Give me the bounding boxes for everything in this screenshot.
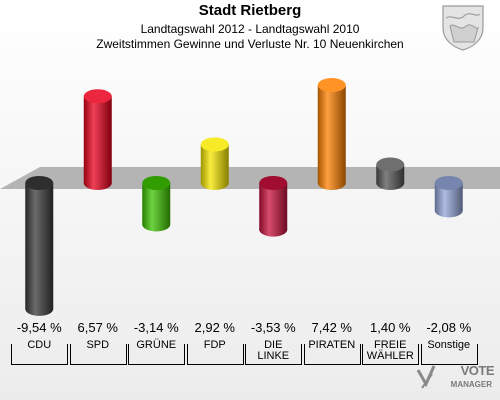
bar-piraten — [317, 85, 346, 183]
category-label: CDU — [27, 339, 52, 351]
coat-of-arms-icon — [442, 5, 484, 51]
vote-manager-logo-icon — [416, 365, 436, 389]
category-label: FDP — [203, 339, 226, 351]
bar-cap-bottom — [376, 176, 405, 190]
category-label: GRÜNE — [136, 339, 177, 351]
category-bracket — [420, 344, 478, 365]
category-bracket — [128, 344, 186, 365]
value-label: 7,42 % — [311, 320, 352, 335]
chart-title: Stadt Rietberg — [198, 2, 302, 19]
bar-cap-top — [317, 78, 346, 93]
category-label: PIRATEN — [308, 339, 356, 351]
bar-cap-top — [376, 157, 405, 172]
category-label: Sonstige — [427, 339, 471, 351]
bar-cap-top — [200, 137, 229, 152]
bar-cap-bottom — [200, 176, 229, 190]
category-label: FREIE WÄHLER — [366, 339, 414, 362]
value-label: 6,57 % — [77, 320, 118, 335]
category-label: DIE LINKE — [257, 339, 290, 362]
category-bracket — [186, 344, 244, 365]
zero-baseline — [0, 167, 500, 189]
bar-cap-top — [25, 176, 54, 190]
chart-subtitle: Landtagswahl 2012 - Landtagswahl 2010 — [140, 22, 360, 36]
bar-cap-top — [434, 176, 463, 190]
category-bracket — [245, 344, 303, 365]
value-label: -3,53 % — [250, 320, 296, 335]
bar-die-linke — [259, 183, 288, 230]
value-label: -3,14 % — [133, 320, 179, 335]
bar-cap-bottom — [317, 176, 346, 190]
value-label: 2,92 % — [194, 320, 235, 335]
bar-cap-top — [83, 89, 112, 104]
value-label: 1,40 % — [370, 320, 411, 335]
bar-cap-bottom — [434, 203, 463, 218]
bar-cap-bottom — [25, 301, 54, 316]
category-bracket — [69, 344, 127, 365]
bar-cdu — [25, 183, 54, 309]
value-label: -9,54 % — [16, 320, 62, 335]
logo-text-vote: VOTE — [460, 363, 495, 378]
category-bracket — [303, 344, 361, 365]
value-label: -2,08 % — [426, 320, 472, 335]
bar-cap-top — [259, 176, 288, 190]
bar-cap-bottom — [259, 222, 288, 237]
chart-subsubtitle: Zweitstimmen Gewinne und Verluste Nr. 10… — [96, 37, 404, 51]
category-bracket — [11, 344, 69, 365]
category-bracket — [362, 344, 420, 365]
bar-cap-bottom — [83, 176, 112, 190]
bar-spd — [83, 96, 112, 183]
category-label: SPD — [86, 339, 110, 351]
bar-cap-bottom — [142, 217, 171, 232]
logo-text-manager: MANAGER — [450, 380, 492, 389]
bar-cap-top — [142, 176, 171, 190]
